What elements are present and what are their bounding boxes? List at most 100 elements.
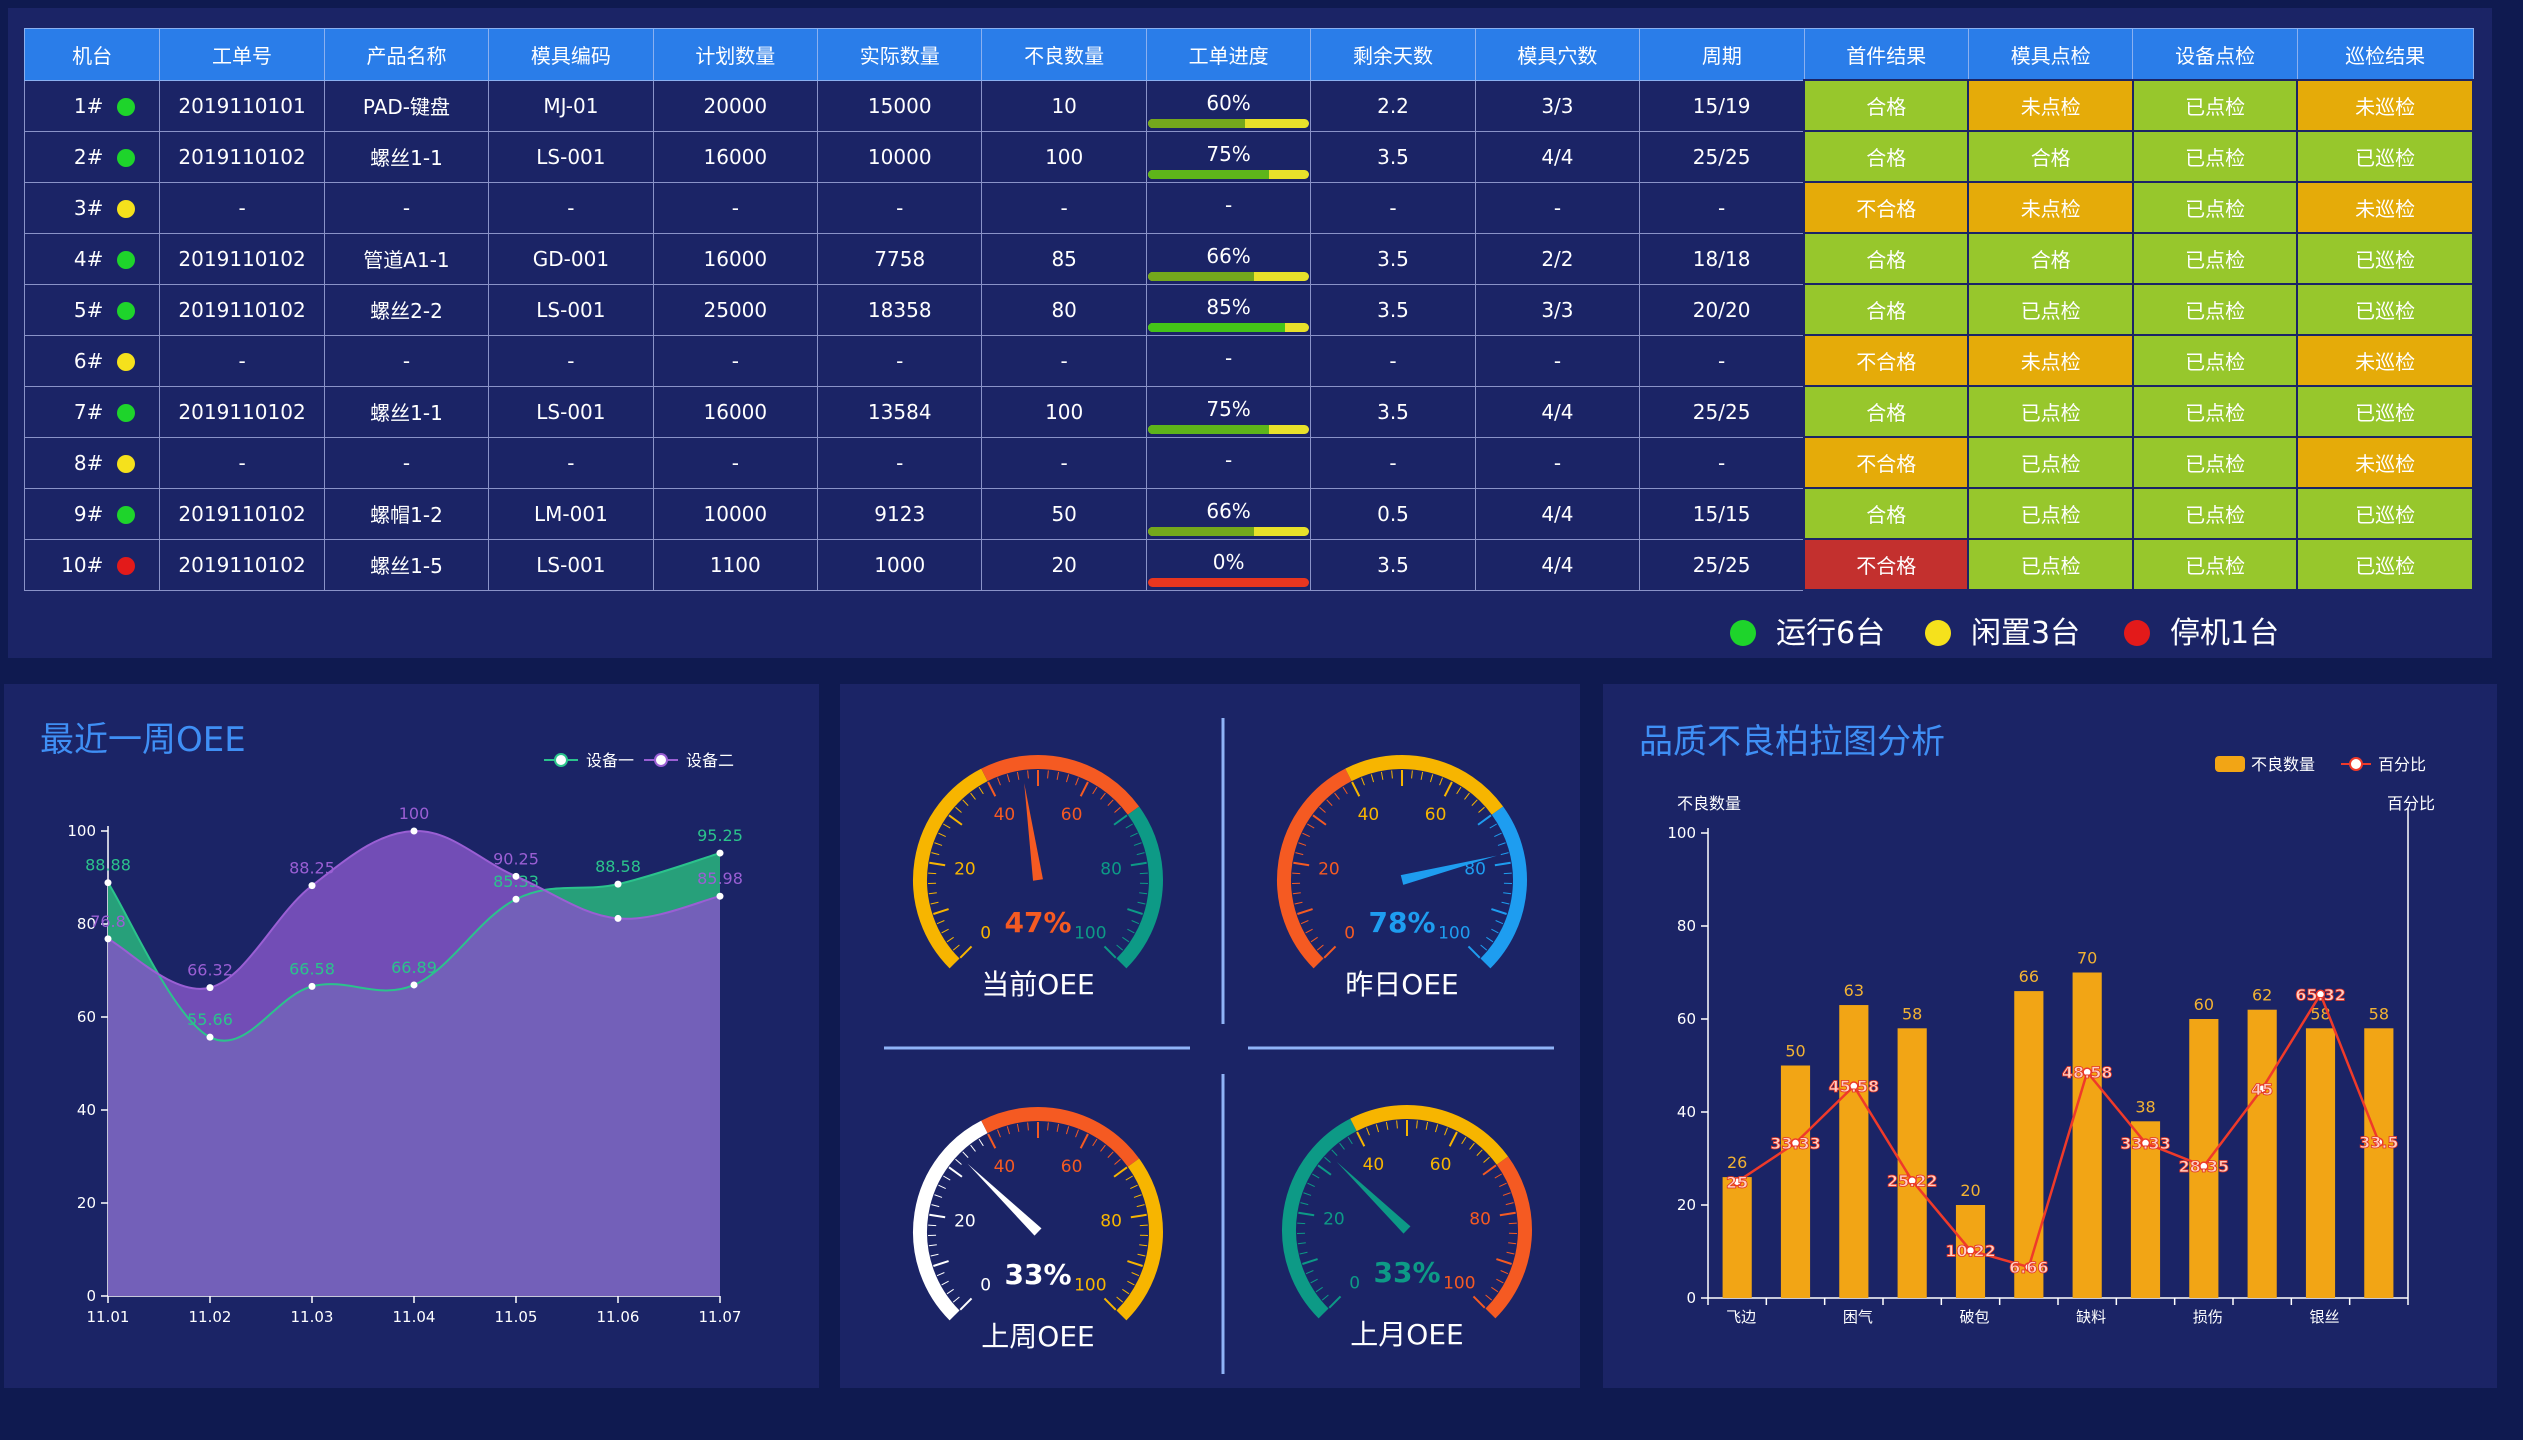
inspection-result-cell[interactable]: 已巡检 — [2296, 130, 2474, 183]
cavity-cell: - — [1474, 334, 1641, 387]
gauge-tick-label: 20 — [1318, 859, 1340, 879]
gauge-arc-segment — [981, 1107, 1140, 1167]
inspection-result-cell[interactable]: 未点检 — [1967, 181, 2134, 234]
gauge-tick — [1056, 771, 1060, 780]
gauge-tick — [978, 786, 984, 795]
progress-bar — [1147, 526, 1310, 536]
inspection-result-cell[interactable]: 已点检 — [2131, 130, 2299, 183]
gauge-tick — [943, 1175, 951, 1181]
table-row[interactable]: 3# - - - - - - - - - - 不合格 未点检 已点检 未巡检 — [23, 181, 2474, 234]
table-row[interactable]: 5# 2019110102 螺丝2-2 LS-001 25000 18358 80 85% 3.… — [23, 283, 2474, 336]
gauge-tick — [1047, 1122, 1049, 1131]
inspection-result-cell[interactable]: 不合格 — [1803, 334, 1970, 387]
bar-value-label: 38 — [2135, 1097, 2155, 1116]
table-row[interactable]: 4# 2019110102 管道A1-1 GD-001 16000 7758 85 66% 3.… — [23, 232, 2474, 285]
gauge-tick-label: 40 — [1358, 805, 1380, 825]
data-point — [716, 892, 724, 900]
inspection-result-cell[interactable]: 合格 — [1803, 130, 1970, 183]
gauge-tick — [1485, 1294, 1493, 1301]
inspection-result-cell[interactable]: 未巡检 — [2296, 79, 2474, 132]
gauge-tick — [1321, 1294, 1329, 1301]
inspection-result-cell[interactable]: 合格 — [1803, 232, 1970, 285]
inspection-result-cell[interactable]: 已点检 — [2131, 181, 2299, 234]
inspection-result-cell[interactable]: 已巡检 — [2296, 283, 2474, 336]
progress-cell: 75% — [1145, 385, 1312, 438]
series-area — [108, 830, 720, 1296]
order-cell: - — [159, 181, 325, 234]
days-cell: 3.5 — [1310, 130, 1476, 183]
y-tick-label: 0 — [1686, 1289, 1696, 1307]
machine-id: 9# — [73, 501, 104, 526]
inspection-result-cell[interactable]: 已点检 — [1967, 283, 2134, 336]
inspection-result-cell[interactable]: 已点检 — [2131, 283, 2299, 336]
inspection-result-cell[interactable]: 合格 — [1967, 232, 2134, 285]
gauge-tick — [1294, 901, 1303, 905]
table-row[interactable]: 6# - - - - - - - - - - 不合格 未点检 已点检 未巡检 — [23, 334, 2474, 387]
status-legend-item: 闲置3台 — [1925, 608, 2080, 652]
table-row[interactable]: 7# 2019110102 螺丝1-1 LS-001 16000 13584 100 75% 3… — [23, 385, 2474, 438]
inspection-result-cell[interactable]: 未巡检 — [2296, 436, 2474, 489]
column-header: 剩余天数 — [1310, 28, 1476, 81]
gauge-tick — [1425, 1121, 1429, 1130]
actual-cell: - — [817, 436, 983, 489]
gauge-tick — [1298, 1211, 1315, 1217]
progress-cell: - — [1145, 181, 1312, 234]
bar — [2247, 1009, 2277, 1298]
data-label: 76.8 — [90, 912, 126, 931]
inspection-result-cell[interactable]: 已点检 — [1967, 436, 2134, 489]
defect-cell: - — [981, 181, 1147, 234]
inspection-result-cell[interactable]: 合格 — [1967, 130, 2134, 183]
defect-cell: 80 — [981, 283, 1147, 336]
inspection-result-cell[interactable]: 已巡检 — [2296, 487, 2474, 540]
table-row[interactable]: 9# 2019110102 螺帽1-2 LM-001 10000 9123 50 66% 0.5… — [23, 487, 2474, 540]
inspection-result-cell[interactable]: 不合格 — [1803, 538, 1970, 591]
inspection-result-cell[interactable]: 已点检 — [1967, 385, 2134, 438]
inspection-result-cell[interactable]: 已点检 — [1967, 538, 2134, 591]
gauge-tick — [1300, 1202, 1309, 1206]
status-dot — [117, 200, 136, 218]
product-cell: - — [323, 334, 490, 387]
table-row[interactable]: 1# 2019110101 PAD-键盘 MJ-01 20000 15000 10 60% 2.… — [23, 79, 2474, 132]
table-row[interactable]: 10# 2019110102 螺丝1-5 LS-001 1100 1000 20 0% 3.5 4… — [23, 538, 2474, 591]
inspection-result-cell[interactable]: 合格 — [1803, 385, 1970, 438]
mold-cell: - — [488, 436, 654, 489]
inspection-result-cell[interactable]: 合格 — [1803, 283, 1970, 336]
cycle-cell: - — [1639, 181, 1805, 234]
inspection-result-cell[interactable]: 已点检 — [2131, 436, 2299, 489]
machine-cell: 10# — [23, 538, 161, 591]
inspection-result-cell[interactable]: 未巡检 — [2296, 181, 2474, 234]
defect-cell: 10 — [981, 79, 1147, 132]
bar — [2189, 1019, 2219, 1298]
table-row[interactable]: 2# 2019110102 螺丝1-1 LS-001 16000 10000 100 75% 3… — [23, 130, 2474, 183]
inspection-result-cell[interactable]: 已点检 — [2131, 487, 2299, 540]
inspection-result-cell[interactable]: 未巡检 — [2296, 334, 2474, 387]
percent-line — [1736, 991, 2380, 1269]
inspection-result-cell[interactable]: 已巡检 — [2296, 538, 2474, 591]
table-row[interactable]: 8# - - - - - - - - - - 不合格 已点检 已点检 未巡检 — [23, 436, 2474, 489]
inspection-result-cell[interactable]: 不合格 — [1803, 436, 1970, 489]
data-label: 85.98 — [697, 869, 743, 888]
inspection-result-cell[interactable]: 未点检 — [1967, 334, 2134, 387]
inspection-result-cell[interactable]: 已点检 — [2131, 538, 2299, 591]
inspection-result-cell[interactable]: 不合格 — [1803, 181, 1970, 234]
inspection-result-cell[interactable]: 合格 — [1803, 487, 1970, 540]
inspection-result-cell[interactable]: 已点检 — [2131, 232, 2299, 285]
inspection-result-cell[interactable]: 已点检 — [2131, 334, 2299, 387]
inspection-result-cell[interactable]: 已巡检 — [2296, 232, 2474, 285]
data-point — [716, 849, 724, 857]
machine-id: 3# — [73, 195, 104, 220]
defect-cell: - — [981, 334, 1147, 387]
inspection-result-cell[interactable]: 已点检 — [1967, 487, 2134, 540]
mold-cell: - — [488, 181, 654, 234]
inspection-result-cell[interactable]: 已巡检 — [2296, 385, 2474, 438]
column-header: 机台 — [23, 28, 161, 81]
gauge-tick-label: 60 — [1425, 805, 1447, 825]
inspection-result-cell[interactable]: 未点检 — [1967, 79, 2134, 132]
gauge-tick — [1027, 770, 1029, 779]
inspection-result-cell[interactable]: 合格 — [1803, 79, 1970, 132]
inspection-result-cell[interactable]: 已点检 — [2131, 79, 2299, 132]
cycle-cell: 20/20 — [1639, 283, 1805, 336]
inspection-result-cell[interactable]: 已点检 — [2131, 385, 2299, 438]
